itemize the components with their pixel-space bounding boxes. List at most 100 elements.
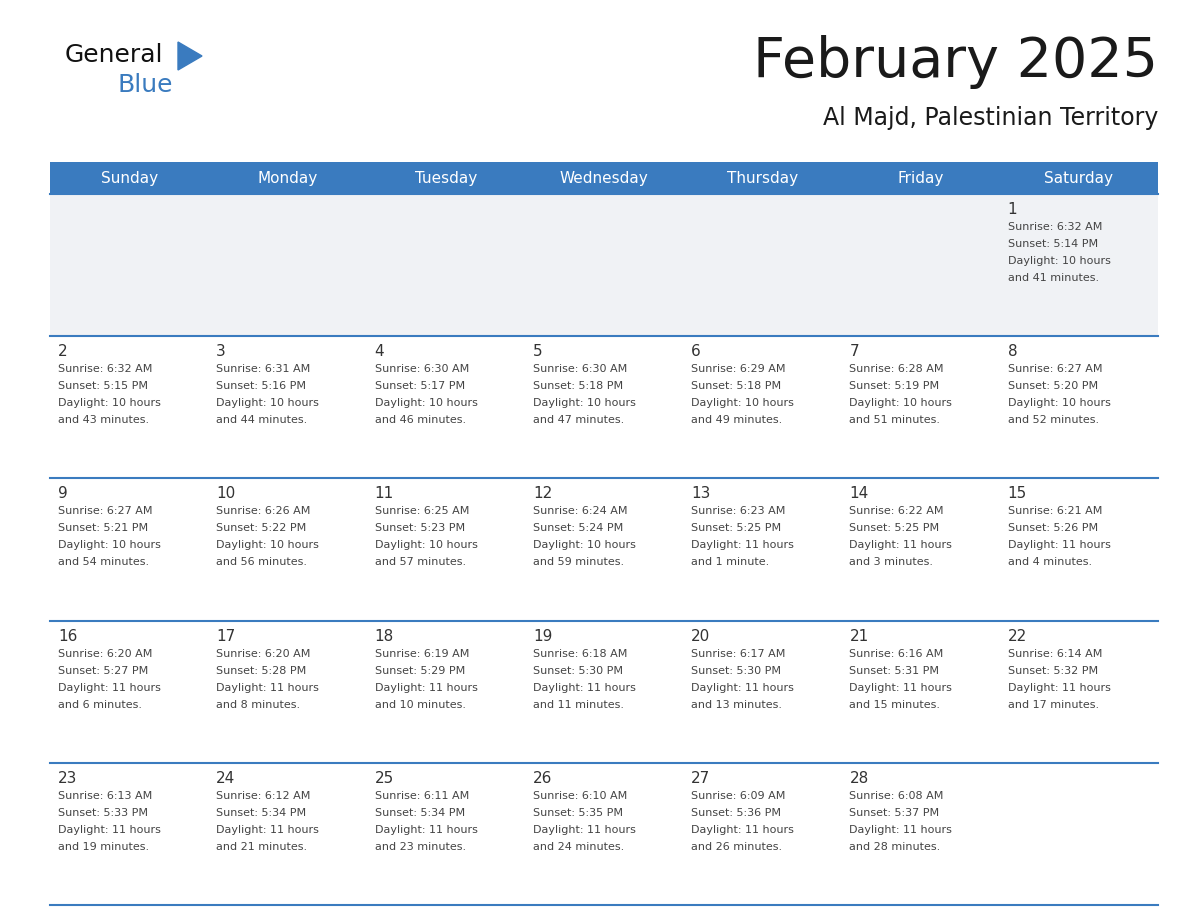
Text: Sunset: 5:19 PM: Sunset: 5:19 PM — [849, 381, 940, 391]
Bar — [525, 478, 683, 621]
Text: Daylight: 10 hours: Daylight: 10 hours — [58, 541, 160, 551]
Text: Sunset: 5:37 PM: Sunset: 5:37 PM — [849, 808, 940, 818]
Text: Wednesday: Wednesday — [560, 171, 649, 185]
Text: 24: 24 — [216, 771, 235, 786]
Text: Daylight: 11 hours: Daylight: 11 hours — [533, 824, 636, 834]
Text: and 28 minutes.: and 28 minutes. — [849, 842, 941, 852]
Text: and 57 minutes.: and 57 minutes. — [374, 557, 466, 567]
Text: 17: 17 — [216, 629, 235, 644]
Text: General: General — [65, 43, 164, 67]
Bar — [525, 194, 683, 336]
Text: Sunrise: 6:20 AM: Sunrise: 6:20 AM — [216, 649, 310, 658]
Text: Sunset: 5:17 PM: Sunset: 5:17 PM — [374, 381, 465, 391]
Text: Sunrise: 6:14 AM: Sunrise: 6:14 AM — [1007, 649, 1102, 658]
Text: 16: 16 — [58, 629, 77, 644]
Bar — [208, 336, 367, 478]
Text: Daylight: 10 hours: Daylight: 10 hours — [533, 541, 636, 551]
Bar — [683, 763, 841, 905]
Text: Daylight: 11 hours: Daylight: 11 hours — [58, 824, 160, 834]
Text: Sunset: 5:14 PM: Sunset: 5:14 PM — [1007, 239, 1098, 249]
Bar — [1000, 194, 1158, 336]
Text: Daylight: 11 hours: Daylight: 11 hours — [1007, 683, 1111, 692]
Bar — [50, 621, 208, 763]
Text: Daylight: 11 hours: Daylight: 11 hours — [849, 683, 953, 692]
Bar — [50, 194, 208, 336]
Text: Al Majd, Palestinian Territory: Al Majd, Palestinian Territory — [822, 106, 1158, 130]
Text: Sunset: 5:15 PM: Sunset: 5:15 PM — [58, 381, 148, 391]
Text: Sunrise: 6:20 AM: Sunrise: 6:20 AM — [58, 649, 152, 658]
Text: Sunset: 5:22 PM: Sunset: 5:22 PM — [216, 523, 307, 533]
Text: 2: 2 — [58, 344, 68, 359]
Text: and 17 minutes.: and 17 minutes. — [1007, 700, 1099, 710]
Text: Sunset: 5:20 PM: Sunset: 5:20 PM — [1007, 381, 1098, 391]
Text: and 10 minutes.: and 10 minutes. — [374, 700, 466, 710]
Text: 25: 25 — [374, 771, 393, 786]
Bar — [841, 162, 1000, 194]
Text: Sunrise: 6:17 AM: Sunrise: 6:17 AM — [691, 649, 785, 658]
Polygon shape — [178, 42, 202, 70]
Text: 26: 26 — [533, 771, 552, 786]
Text: 8: 8 — [1007, 344, 1017, 359]
Text: Sunrise: 6:22 AM: Sunrise: 6:22 AM — [849, 507, 944, 517]
Text: Sunrise: 6:32 AM: Sunrise: 6:32 AM — [1007, 222, 1102, 232]
Text: Sunrise: 6:18 AM: Sunrise: 6:18 AM — [533, 649, 627, 658]
Text: Sunrise: 6:25 AM: Sunrise: 6:25 AM — [374, 507, 469, 517]
Text: Sunday: Sunday — [101, 171, 158, 185]
Text: and 59 minutes.: and 59 minutes. — [533, 557, 624, 567]
Text: Sunrise: 6:30 AM: Sunrise: 6:30 AM — [533, 364, 627, 375]
Bar — [841, 478, 1000, 621]
Bar — [683, 478, 841, 621]
Text: Friday: Friday — [897, 171, 943, 185]
Bar — [367, 336, 525, 478]
Text: Sunset: 5:26 PM: Sunset: 5:26 PM — [1007, 523, 1098, 533]
Text: Daylight: 10 hours: Daylight: 10 hours — [374, 398, 478, 409]
Text: Daylight: 11 hours: Daylight: 11 hours — [1007, 541, 1111, 551]
Text: 19: 19 — [533, 629, 552, 644]
Text: Sunrise: 6:24 AM: Sunrise: 6:24 AM — [533, 507, 627, 517]
Text: Sunrise: 6:11 AM: Sunrise: 6:11 AM — [374, 790, 469, 800]
Text: Daylight: 11 hours: Daylight: 11 hours — [691, 683, 794, 692]
Text: Sunset: 5:21 PM: Sunset: 5:21 PM — [58, 523, 148, 533]
Bar — [50, 336, 208, 478]
Text: Sunset: 5:36 PM: Sunset: 5:36 PM — [691, 808, 782, 818]
Text: Thursday: Thursday — [727, 171, 798, 185]
Text: Daylight: 11 hours: Daylight: 11 hours — [691, 541, 794, 551]
Bar — [1000, 763, 1158, 905]
Text: Sunrise: 6:10 AM: Sunrise: 6:10 AM — [533, 790, 627, 800]
Text: and 46 minutes.: and 46 minutes. — [374, 415, 466, 425]
Text: and 19 minutes.: and 19 minutes. — [58, 842, 150, 852]
Text: Sunrise: 6:27 AM: Sunrise: 6:27 AM — [1007, 364, 1102, 375]
Text: Sunset: 5:31 PM: Sunset: 5:31 PM — [849, 666, 940, 676]
Text: Sunset: 5:29 PM: Sunset: 5:29 PM — [374, 666, 465, 676]
Text: and 8 minutes.: and 8 minutes. — [216, 700, 301, 710]
Text: and 3 minutes.: and 3 minutes. — [849, 557, 934, 567]
Text: Daylight: 10 hours: Daylight: 10 hours — [216, 541, 320, 551]
Bar — [1000, 162, 1158, 194]
Text: and 6 minutes.: and 6 minutes. — [58, 700, 143, 710]
Text: and 23 minutes.: and 23 minutes. — [374, 842, 466, 852]
Text: Sunset: 5:34 PM: Sunset: 5:34 PM — [216, 808, 307, 818]
Text: 1: 1 — [1007, 202, 1017, 217]
Text: 5: 5 — [533, 344, 543, 359]
Text: and 4 minutes.: and 4 minutes. — [1007, 557, 1092, 567]
Text: 20: 20 — [691, 629, 710, 644]
Text: 14: 14 — [849, 487, 868, 501]
Bar — [683, 162, 841, 194]
Text: and 51 minutes.: and 51 minutes. — [849, 415, 941, 425]
Text: Sunset: 5:18 PM: Sunset: 5:18 PM — [691, 381, 782, 391]
Text: Sunrise: 6:21 AM: Sunrise: 6:21 AM — [1007, 507, 1102, 517]
Text: Sunset: 5:30 PM: Sunset: 5:30 PM — [533, 666, 623, 676]
Text: Sunrise: 6:23 AM: Sunrise: 6:23 AM — [691, 507, 785, 517]
Text: Sunset: 5:25 PM: Sunset: 5:25 PM — [849, 523, 940, 533]
Text: Blue: Blue — [118, 73, 173, 97]
Text: Sunrise: 6:27 AM: Sunrise: 6:27 AM — [58, 507, 152, 517]
Text: Sunset: 5:24 PM: Sunset: 5:24 PM — [533, 523, 624, 533]
Text: and 24 minutes.: and 24 minutes. — [533, 842, 624, 852]
Text: Sunset: 5:18 PM: Sunset: 5:18 PM — [533, 381, 623, 391]
Text: Sunset: 5:32 PM: Sunset: 5:32 PM — [1007, 666, 1098, 676]
Text: Sunrise: 6:12 AM: Sunrise: 6:12 AM — [216, 790, 310, 800]
Text: Monday: Monday — [258, 171, 317, 185]
Text: 15: 15 — [1007, 487, 1026, 501]
Text: and 11 minutes.: and 11 minutes. — [533, 700, 624, 710]
Bar — [50, 162, 208, 194]
